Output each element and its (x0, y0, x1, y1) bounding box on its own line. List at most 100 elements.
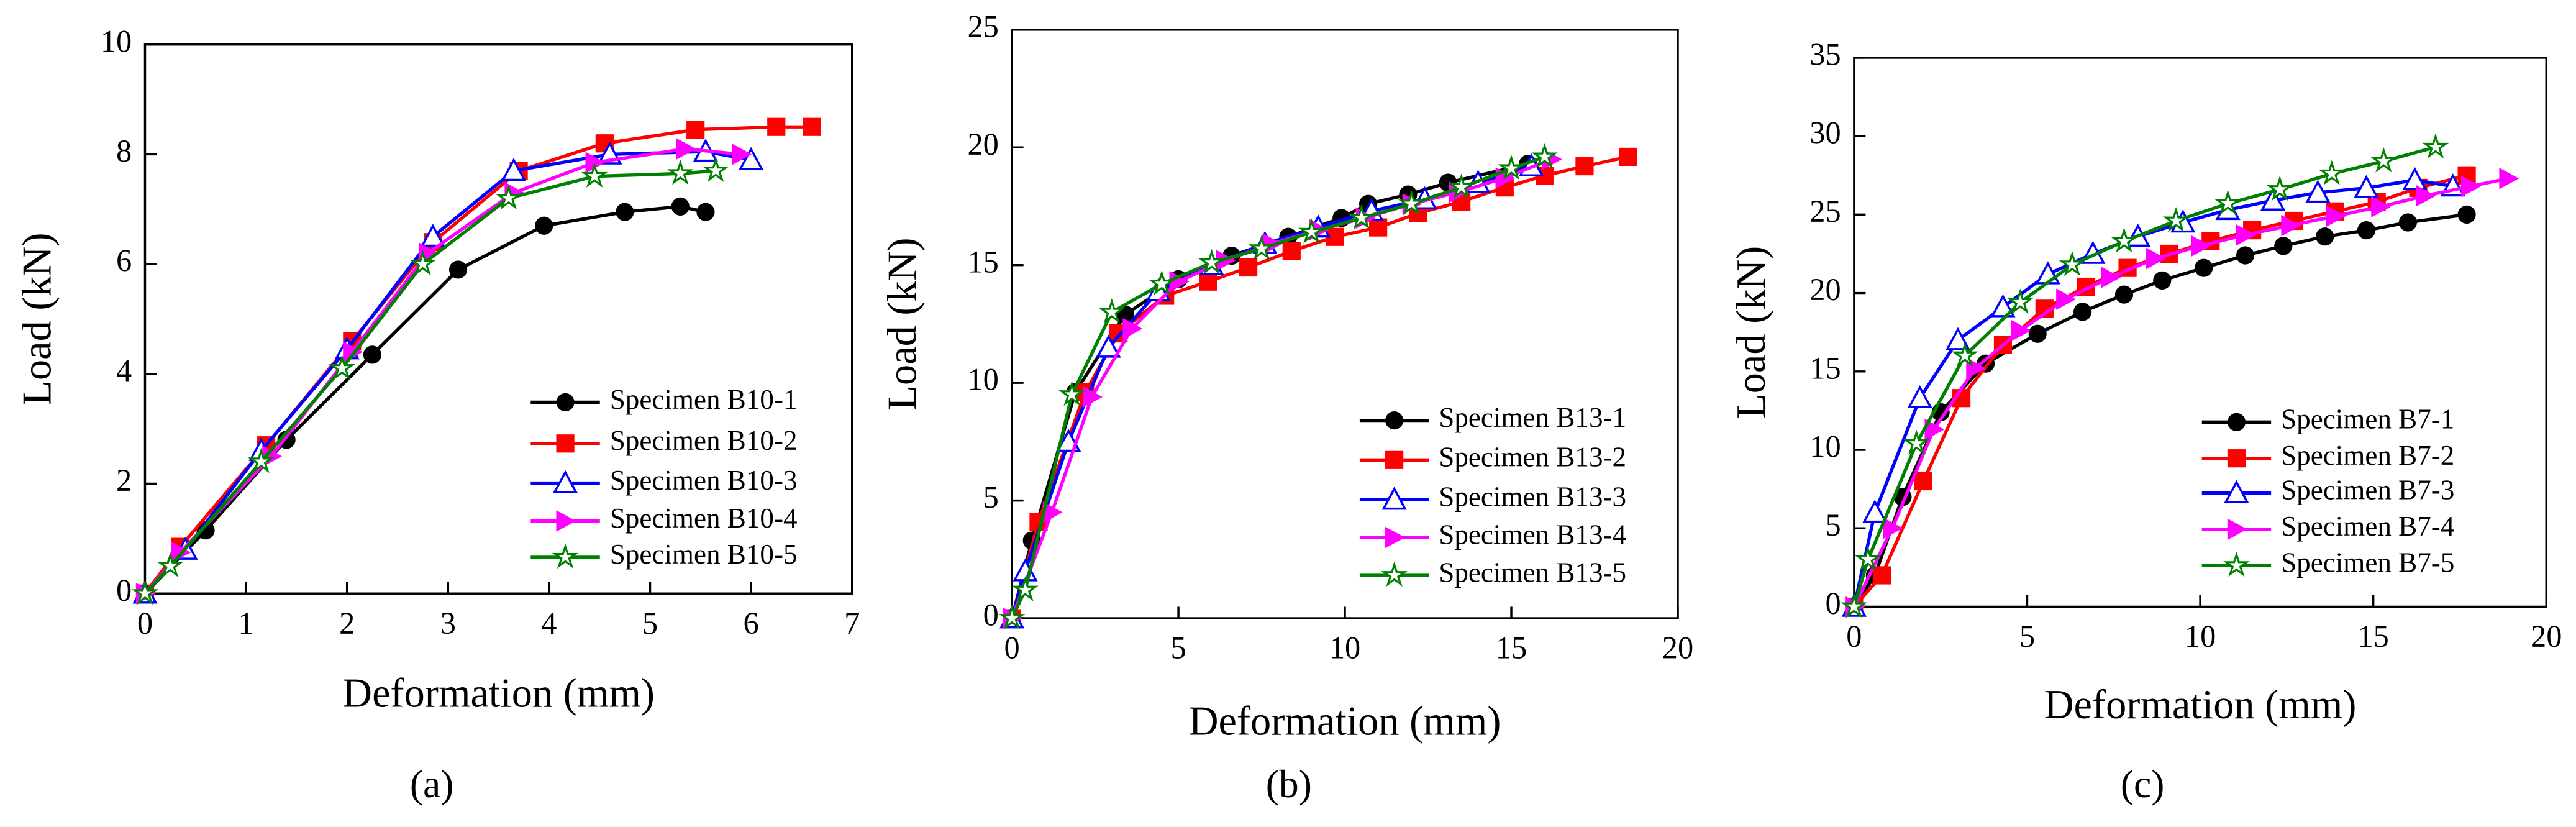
x-tick-label: 0 (1846, 619, 1862, 654)
marker (2007, 288, 2034, 314)
legend-marker (2227, 413, 2246, 431)
legend-label: Specimen B10-4 (610, 503, 798, 534)
marker (2357, 221, 2376, 240)
x-tick-label: 10 (1329, 631, 1360, 665)
marker (1903, 429, 1930, 455)
marker (2195, 258, 2213, 277)
x-tick-label: 1 (238, 606, 253, 641)
marker (732, 144, 752, 165)
marker (1945, 327, 1971, 350)
y-tick-label: 5 (1825, 508, 1841, 542)
marker (2316, 227, 2334, 246)
legend-label: Specimen B7-2 (2281, 440, 2454, 471)
y-tick-label: 0 (983, 598, 999, 633)
marker (1348, 204, 1375, 230)
marker (1398, 190, 1425, 216)
marker (2162, 207, 2190, 232)
y-tick-label: 25 (1809, 194, 1841, 229)
legend-marker (556, 434, 575, 453)
marker (2146, 247, 2166, 270)
marker (2281, 214, 2301, 237)
y-axis-title: Load (kN) (880, 237, 925, 410)
legend-marker (556, 393, 575, 412)
legend-marker (2223, 551, 2250, 577)
marker (2214, 190, 2241, 215)
y-tick-label: 2 (116, 463, 132, 498)
legend-marker (556, 510, 576, 532)
legend-label: Specimen B13-3 (1439, 481, 1626, 512)
x-tick-label: 15 (2357, 619, 2388, 654)
x-tick-label: 5 (642, 606, 658, 641)
marker (2056, 288, 2077, 310)
marker (2101, 267, 2121, 288)
marker (1990, 294, 2016, 318)
marker (1042, 501, 1063, 523)
marker (2305, 180, 2331, 203)
marker (409, 250, 436, 276)
legend-label: Specimen B7-5 (2281, 547, 2454, 578)
y-tick-label: 20 (1809, 272, 1841, 307)
x-tick-label: 5 (2019, 619, 2035, 654)
marker (363, 345, 381, 364)
marker (2191, 235, 2211, 257)
panel-label: (a) (410, 762, 454, 806)
marker (329, 354, 355, 380)
legend-marker (1381, 561, 1408, 587)
marker (1862, 500, 1888, 523)
panel-label: (c) (2121, 762, 2165, 806)
y-tick-label: 15 (967, 244, 998, 279)
marker (2236, 246, 2255, 265)
y-tick-label: 0 (116, 573, 132, 608)
marker (1169, 270, 1190, 293)
marker (1148, 270, 1175, 296)
marker (696, 203, 715, 221)
marker (2326, 205, 2346, 227)
x-tick-label: 2 (339, 606, 355, 641)
x-tick-label: 15 (1496, 631, 1527, 665)
marker (667, 159, 694, 185)
marker (1083, 386, 1103, 408)
y-tick-label: 25 (967, 9, 998, 43)
y-tick-label: 10 (101, 24, 132, 58)
legend-label: Specimen B7-4 (2281, 511, 2454, 542)
legend-label: Specimen B13-5 (1439, 557, 1626, 588)
x-tick-label: 6 (744, 606, 759, 641)
marker (1298, 218, 1325, 244)
marker (2461, 175, 2481, 198)
x-tick-label: 0 (1004, 631, 1019, 665)
marker (501, 158, 527, 181)
marker (767, 117, 786, 136)
marker (1498, 154, 1525, 180)
x-tick-label: 3 (440, 606, 456, 641)
marker (248, 447, 275, 473)
legend-marker (552, 470, 578, 493)
marker (2354, 175, 2379, 198)
marker (2059, 250, 2086, 276)
plot-frame (143, 43, 853, 595)
marker (2114, 285, 2134, 304)
legend-label: Specimen B13-1 (1439, 402, 1626, 433)
x-axis-title: Deformation (mm) (2044, 682, 2357, 728)
y-tick-label: 30 (1809, 116, 1841, 150)
marker (448, 260, 468, 279)
marker (1096, 334, 1121, 358)
x-axis-title: Deformation (mm) (342, 671, 655, 716)
x-tick-label: 20 (1662, 631, 1693, 665)
marker (1198, 249, 1225, 275)
y-tick-label: 8 (116, 134, 132, 168)
marker (1122, 318, 1143, 340)
x-axis-title: Deformation (mm) (1189, 699, 1501, 744)
marker (2073, 303, 2092, 321)
y-tick-label: 10 (1809, 429, 1841, 464)
marker (2371, 196, 2392, 217)
x-tick-label: 20 (2531, 619, 2562, 654)
marker (1012, 576, 1039, 601)
y-tick-label: 10 (967, 362, 998, 397)
marker (196, 521, 215, 540)
marker (1575, 157, 1594, 176)
y-tick-label: 15 (1809, 350, 1841, 385)
marker (2111, 227, 2137, 253)
marker (2153, 271, 2172, 290)
marker (1854, 546, 1882, 571)
